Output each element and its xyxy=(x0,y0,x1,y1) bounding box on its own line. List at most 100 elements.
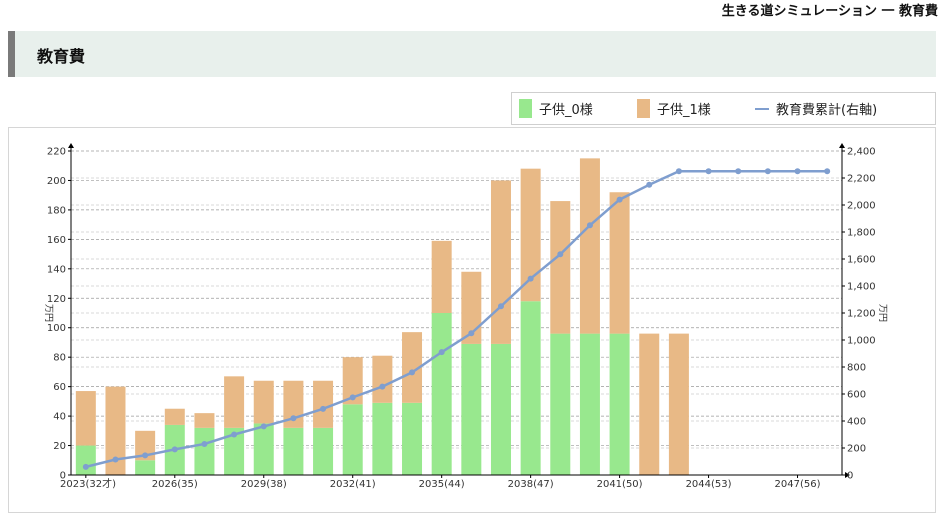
y-left-tick-label: 160 xyxy=(47,235,66,246)
bar-child1 xyxy=(490,180,511,344)
section-title: 教育費 xyxy=(37,47,86,66)
y-right-tick-label: 2,000 xyxy=(847,201,876,212)
y-right-tick-label: 200 xyxy=(847,444,866,455)
y-right-axis-label: 万円 xyxy=(877,304,888,322)
bar-child0 xyxy=(490,343,511,475)
x-tick-label: 2035(44) xyxy=(419,479,465,490)
cumulative-point xyxy=(705,168,712,175)
section-header: 教育費 xyxy=(8,31,936,77)
bar-child1 xyxy=(164,408,185,425)
cumulative-point xyxy=(320,405,327,412)
y-axis-left-arrow xyxy=(68,143,74,148)
x-tick-label: 2044(53) xyxy=(686,479,732,490)
y-left-tick-label: 120 xyxy=(47,294,66,305)
cumulative-point xyxy=(260,423,267,430)
cumulative-point xyxy=(794,168,801,175)
y-right-tick-label: 1,200 xyxy=(847,309,876,320)
cumulative-point xyxy=(468,330,475,337)
y-axis-right-arrow xyxy=(839,143,845,148)
bar-child0 xyxy=(75,445,96,475)
cumulative-point xyxy=(379,383,386,390)
bar-child0 xyxy=(402,402,423,475)
bar-child1 xyxy=(520,168,541,302)
x-tick-label: 2047(56) xyxy=(775,479,821,490)
x-tick-label: 2023(32才) xyxy=(60,477,116,490)
bar-child0 xyxy=(609,333,630,475)
cumulative-point xyxy=(675,168,682,175)
cumulative-point xyxy=(646,181,653,188)
bar-child1 xyxy=(75,391,96,446)
cumulative-point xyxy=(142,452,149,459)
cumulative-point xyxy=(438,349,445,356)
bar-child0 xyxy=(194,427,215,475)
x-tick-label: 2041(50) xyxy=(597,479,643,490)
y-left-tick-label: 200 xyxy=(47,176,66,187)
cumulative-point xyxy=(201,440,208,447)
bar-child1 xyxy=(135,430,156,461)
chart-legend: 子供_0様 子供_1様 教育費累計(右軸) xyxy=(511,92,936,125)
bar-child1 xyxy=(224,376,245,428)
bar-child0 xyxy=(313,427,334,475)
bar-child1 xyxy=(402,332,423,403)
bar-child1 xyxy=(431,240,452,313)
bar-child0 xyxy=(579,333,600,475)
bar-child0 xyxy=(461,343,482,475)
cumulative-point xyxy=(290,415,297,422)
legend-swatch-child0 xyxy=(519,99,532,118)
cumulative-point xyxy=(586,222,593,229)
y-left-tick-label: 40 xyxy=(53,412,66,423)
cumulative-point xyxy=(112,456,119,463)
cumulative-point xyxy=(764,168,771,175)
y-right-tick-label: 400 xyxy=(847,417,866,428)
bar-child0 xyxy=(135,460,156,475)
cumulative-point xyxy=(735,168,742,175)
legend-label-child1: 子供_1様 xyxy=(657,103,711,118)
cumulative-point xyxy=(409,369,416,376)
bar-child1 xyxy=(668,333,689,475)
legend-label-cumulative: 教育費累計(右軸) xyxy=(776,103,878,118)
bar-child0 xyxy=(342,404,363,475)
cumulative-point xyxy=(171,446,178,453)
y-left-tick-label: 60 xyxy=(53,382,66,393)
bar-child1 xyxy=(342,357,363,405)
x-axis-arrow xyxy=(845,472,850,478)
cumulative-point xyxy=(557,251,564,258)
bar-child1 xyxy=(550,201,571,334)
x-tick-label: 2032(41) xyxy=(330,479,376,490)
bar-child0 xyxy=(224,427,245,475)
bar-child1 xyxy=(579,158,600,334)
y-left-tick-label: 100 xyxy=(47,323,66,334)
y-left-tick-label: 140 xyxy=(47,264,66,275)
bar-child0 xyxy=(372,402,393,475)
y-right-tick-label: 1,000 xyxy=(847,336,876,347)
bar-child1 xyxy=(639,333,660,475)
bar-child1 xyxy=(105,386,126,475)
cumulative-point xyxy=(231,431,238,438)
y-right-tick-label: 800 xyxy=(847,363,866,374)
x-tick-label: 2029(38) xyxy=(241,479,287,490)
bar-child1 xyxy=(194,413,215,428)
y-left-tick-label: 220 xyxy=(47,147,66,158)
bar-child0 xyxy=(253,423,274,475)
bar-child0 xyxy=(431,313,452,475)
x-tick-label: 2026(35) xyxy=(152,479,198,490)
y-right-tick-label: 2,200 xyxy=(847,174,876,185)
bar-child1 xyxy=(461,271,482,344)
bar-child1 xyxy=(313,380,334,428)
legend-item-child0[interactable]: 子供_0様 xyxy=(519,93,593,124)
legend-item-child1[interactable]: 子供_1様 xyxy=(637,93,711,124)
y-left-axis-label: 万円 xyxy=(43,304,54,322)
x-tick-label: 2038(47) xyxy=(508,479,554,490)
legend-label-child0: 子供_0様 xyxy=(539,103,593,118)
page-header-title: 生きる道シミュレーション 一 教育費 xyxy=(721,4,938,19)
legend-line-cumulative xyxy=(755,107,769,110)
legend-item-cumulative[interactable]: 教育費累計(右軸) xyxy=(755,93,877,124)
y-right-tick-label: 0 xyxy=(847,471,853,482)
y-left-tick-label: 80 xyxy=(53,353,66,364)
cumulative-point xyxy=(497,303,504,310)
cumulative-point xyxy=(349,394,356,401)
y-right-tick-label: 600 xyxy=(847,390,866,401)
y-left-tick-label: 180 xyxy=(47,205,66,216)
legend-swatch-child1 xyxy=(637,99,650,118)
